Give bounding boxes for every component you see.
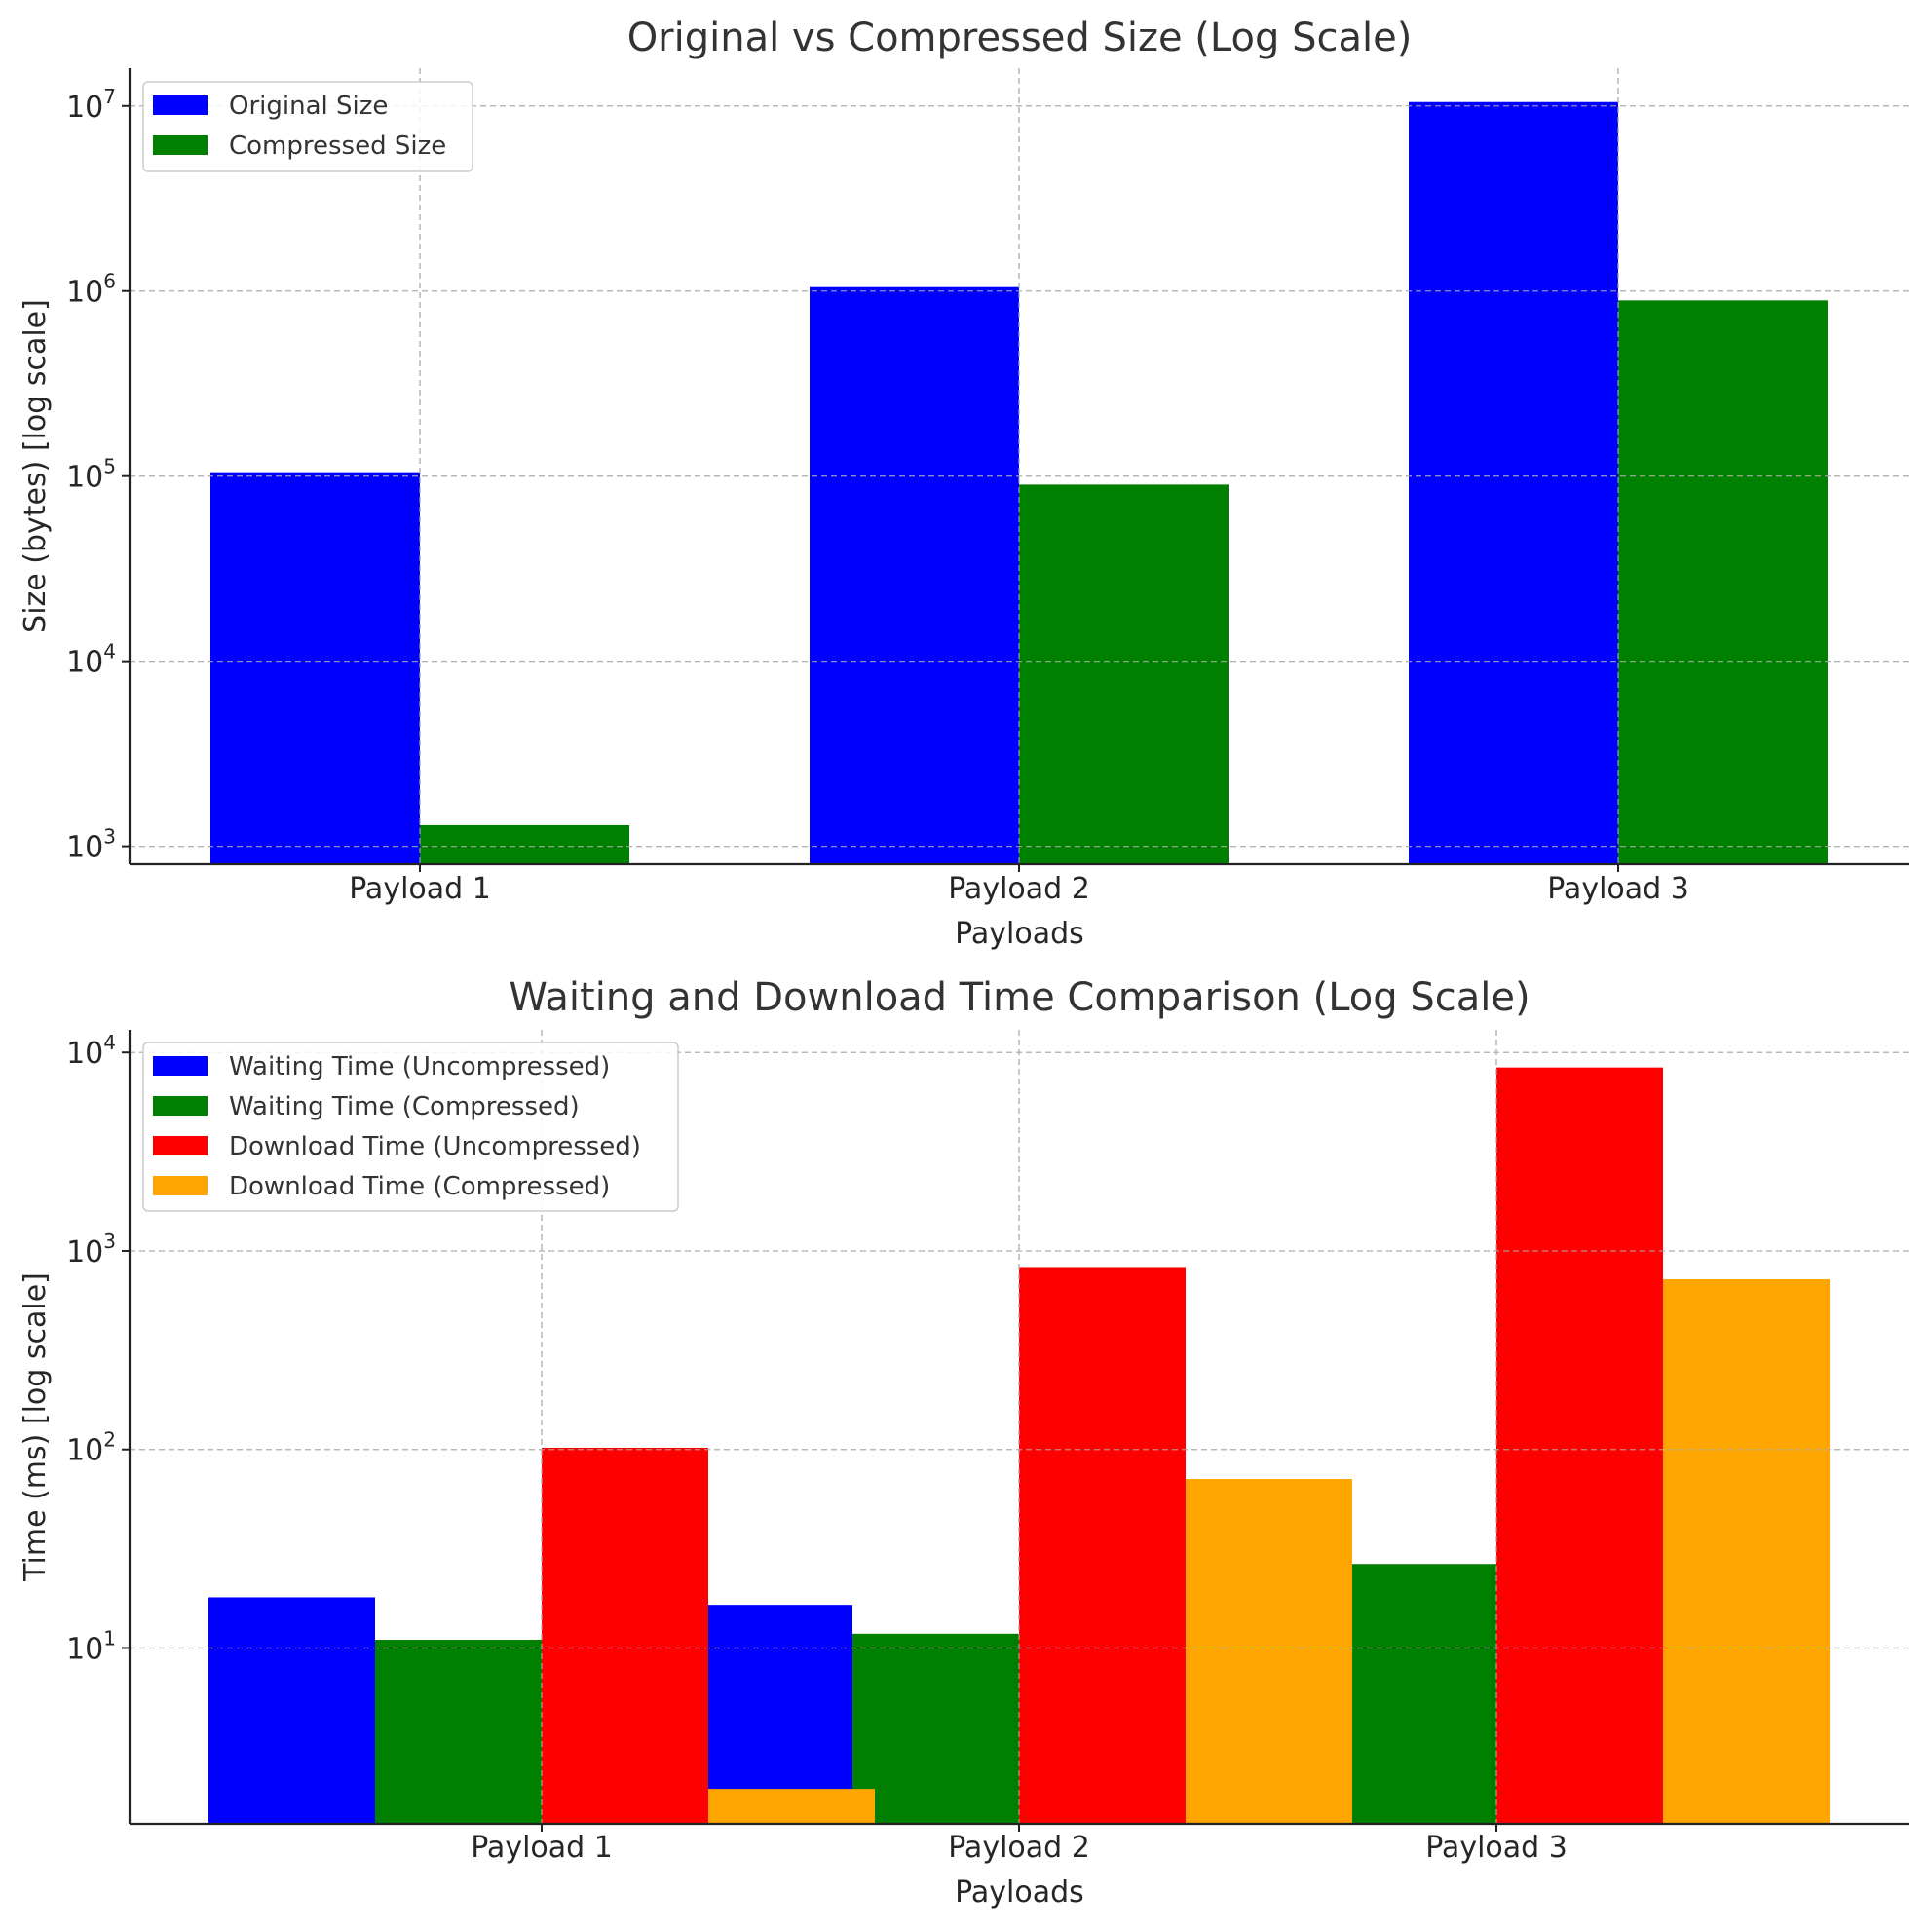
bar-download-time-uncompressed-payload-2 xyxy=(1019,1267,1186,1824)
y-tick-base: 10 xyxy=(66,276,103,310)
y-tick-label: 102 xyxy=(66,1428,116,1468)
y-tick-exponent: 6 xyxy=(103,270,116,293)
x-tick-label: Payload 2 xyxy=(948,1831,1090,1865)
bar-download-time-compressed-payload-2 xyxy=(1186,1479,1352,1824)
legend-label: Download Time (Compressed) xyxy=(229,1172,610,1201)
legend-label: Compressed Size xyxy=(229,132,446,161)
bar-original-size-payload-3 xyxy=(1409,101,1618,864)
legend: Waiting Time (Uncompressed) Waiting Time … xyxy=(142,1042,679,1212)
legend-swatch-waiting-time-compressed xyxy=(153,1096,208,1116)
y-tick-label: 103 xyxy=(66,825,116,865)
y-tick-label: 104 xyxy=(66,640,116,680)
y-tick-exponent: 5 xyxy=(103,455,116,478)
x-tick-label: Payload 1 xyxy=(349,872,491,906)
bar-waiting-time-compressed-payload-2 xyxy=(852,1633,1019,1824)
y-tick-exponent: 2 xyxy=(103,1428,116,1452)
bar-compressed-size-payload-3 xyxy=(1618,300,1828,864)
bar-original-size-payload-1 xyxy=(210,472,420,864)
bar-download-time-compressed-payload-1 xyxy=(708,1789,875,1824)
bar-original-size-payload-2 xyxy=(810,286,1019,864)
y-tick-base: 10 xyxy=(66,831,103,865)
legend-swatch-download-time-uncompressed xyxy=(153,1136,208,1155)
bar-download-time-compressed-payload-3 xyxy=(1663,1279,1830,1824)
y-tick-label: 107 xyxy=(66,85,116,125)
y-tick-label: 104 xyxy=(66,1031,116,1071)
bar-waiting-time-uncompressed-payload-1 xyxy=(208,1597,375,1824)
chart-title: Original vs Compressed Size (Log Scale) xyxy=(627,16,1413,60)
legend-swatch-original-size xyxy=(153,95,208,115)
x-axis-label: Payloads xyxy=(955,1875,1084,1910)
y-tick-label: 106 xyxy=(66,270,116,310)
bar-waiting-time-uncompressed-payload-2 xyxy=(686,1605,852,1824)
legend-swatch-waiting-time-uncompressed xyxy=(153,1056,208,1076)
legend-label: Original Size xyxy=(229,92,388,121)
legend-frame xyxy=(142,81,473,172)
legend-swatch-compressed-size xyxy=(153,135,208,155)
x-axis-label: Payloads xyxy=(955,917,1084,951)
y-tick-exponent: 1 xyxy=(103,1626,116,1649)
y-tick-base: 10 xyxy=(66,1037,103,1071)
bar-download-time-uncompressed-payload-1 xyxy=(542,1447,708,1824)
legend-label: Waiting Time (Compressed) xyxy=(229,1092,580,1121)
y-axis-label: Size (bytes) [log scale] xyxy=(19,299,53,633)
bar-waiting-time-compressed-payload-3 xyxy=(1330,1564,1496,1824)
legend: Original Size Compressed Size xyxy=(142,81,473,172)
y-tick-exponent: 7 xyxy=(103,85,116,108)
y-tick-base: 10 xyxy=(66,1235,103,1269)
legend-frame xyxy=(142,1042,679,1212)
y-tick-label: 101 xyxy=(66,1626,116,1666)
y-tick-label: 103 xyxy=(66,1230,116,1269)
bar-download-time-uncompressed-payload-3 xyxy=(1496,1067,1663,1824)
y-tick-exponent: 4 xyxy=(103,1031,116,1054)
legend-label: Waiting Time (Uncompressed) xyxy=(229,1052,610,1081)
y-tick-base: 10 xyxy=(66,1632,103,1666)
bar-compressed-size-payload-1 xyxy=(420,824,629,864)
y-tick-exponent: 3 xyxy=(103,825,116,849)
x-tick-label: Payload 3 xyxy=(1547,872,1689,906)
bar-compressed-size-payload-2 xyxy=(1019,484,1229,864)
x-tick-label: Payload 3 xyxy=(1425,1831,1568,1865)
y-tick-exponent: 4 xyxy=(103,640,116,663)
legend-swatch-download-time-compressed xyxy=(153,1176,208,1195)
y-tick-exponent: 3 xyxy=(103,1230,116,1253)
chart-title: Waiting and Download Time Comparison (Lo… xyxy=(509,975,1530,1020)
x-tick-label: Payload 1 xyxy=(471,1831,613,1865)
y-tick-base: 10 xyxy=(66,91,103,125)
y-tick-base: 10 xyxy=(66,461,103,495)
y-tick-label: 105 xyxy=(66,455,116,495)
y-tick-base: 10 xyxy=(66,646,103,680)
bar-waiting-time-compressed-payload-1 xyxy=(375,1640,542,1824)
legend-label: Download Time (Uncompressed) xyxy=(229,1132,641,1161)
x-tick-label: Payload 2 xyxy=(948,872,1090,906)
y-tick-base: 10 xyxy=(66,1434,103,1468)
y-axis-label: Time (ms) [log scale] xyxy=(19,1272,53,1582)
